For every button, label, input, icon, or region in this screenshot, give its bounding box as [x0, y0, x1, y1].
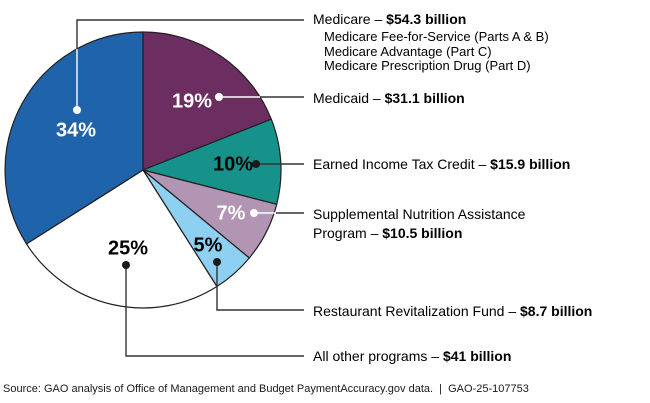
label-snap-line2: Program – — [313, 225, 383, 241]
pie-slice-all-other — [25, 169, 218, 309]
label-medicaid: Medicaid – $31.1 billion — [313, 90, 465, 106]
label-rrf: Restaurant Revitalization Fund – $8.7 bi… — [313, 303, 592, 319]
leader-dot-medicare — [73, 106, 81, 114]
pct-label-rrf: 5% — [193, 234, 223, 257]
leader-dot-all-other — [122, 261, 130, 269]
label-medicaid-name: Medicaid – — [313, 90, 385, 106]
label-snap-amount: $10.5 billion — [382, 225, 463, 241]
label-medicare-name: Medicare – — [313, 11, 387, 27]
label-snap-line1: Supplemental Nutrition Assistance — [313, 206, 526, 222]
label-medicaid-amount: $31.1 billion — [384, 90, 465, 106]
label-medicare-amount: $54.3 billion — [386, 11, 467, 27]
leader-dot-rrf — [213, 258, 221, 266]
label-eitc: Earned Income Tax Credit – $15.9 billion — [313, 156, 570, 172]
label-medicare-sub-advantage: Medicare Advantage (Part C) — [324, 43, 492, 59]
leader-lines — [76, 19, 304, 357]
label-eitc-amount: $15.9 billion — [490, 156, 571, 172]
label-medicare-main: Medicare – $54.3 billion — [313, 11, 549, 27]
pie-slice-eitc — [142, 118, 282, 205]
leader-line-all-other — [125, 265, 304, 357]
leader-dot-eitc — [252, 160, 260, 168]
pct-label-medicaid: 19% — [171, 90, 213, 113]
label-medicare: Medicare – $54.3 billion Medicare Fee-fo… — [313, 11, 549, 74]
pct-label-all-other: 25% — [107, 237, 149, 260]
pct-label-snap: 7% — [216, 202, 246, 225]
label-all-other: All other programs – $41 billion — [313, 348, 511, 364]
leader-dot-medicaid — [215, 93, 223, 101]
pie-slices — [4, 31, 282, 309]
label-medicare-sub-partd: Medicare Prescription Drug (Part D) — [324, 58, 531, 73]
leader-dot-snap — [250, 209, 258, 217]
label-eitc-name: Earned Income Tax Credit – — [313, 156, 491, 172]
label-rrf-amount: $8.7 billion — [520, 303, 593, 319]
source-note: Source: GAO analysis of Office of Manage… — [3, 383, 529, 395]
label-snap: Supplemental Nutrition Assistance Progra… — [313, 205, 525, 243]
pct-label-eitc: 10% — [212, 153, 254, 176]
label-all-other-name: All other programs – — [313, 348, 443, 364]
leader-line-medicare — [76, 19, 304, 49]
label-rrf-name: Restaurant Revitalization Fund – — [313, 303, 520, 319]
leader-line-rrf — [216, 262, 304, 311]
label-medicare-sub-ffs: Medicare Fee-for-Service (Parts A & B) — [324, 29, 549, 44]
pie-slice-medicare — [4, 31, 144, 245]
label-all-other-amount: $41 billion — [442, 348, 512, 364]
leader-dots — [73, 93, 260, 269]
label-medicare-sublines: Medicare Fee-for-Service (Parts A & B) M… — [324, 29, 549, 74]
pct-label-medicare: 34% — [55, 119, 97, 142]
pie-slice-medicaid — [142, 31, 272, 171]
